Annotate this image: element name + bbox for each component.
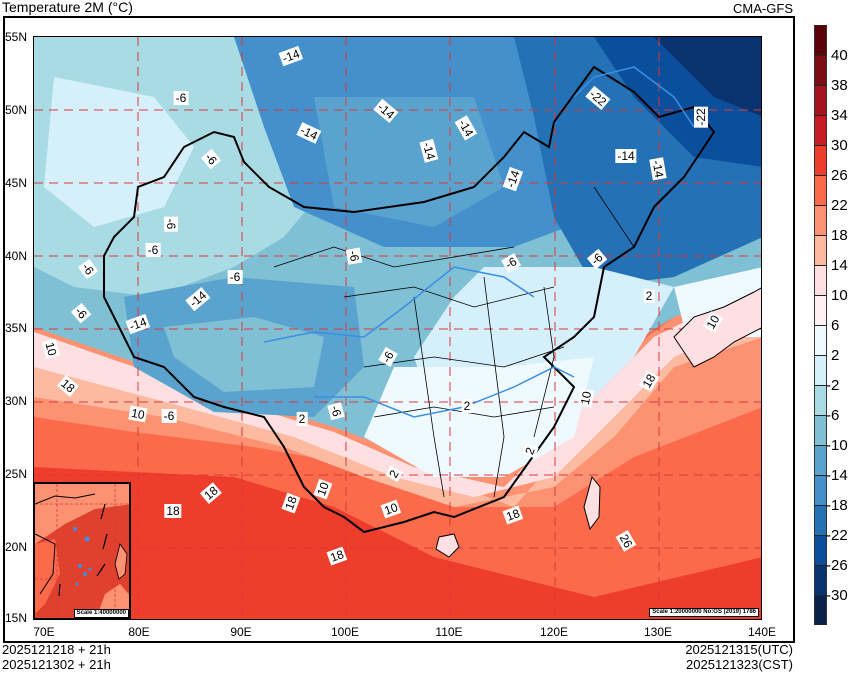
lon-label-70e: 70E <box>33 625 55 639</box>
colorbar-swatch <box>814 25 827 55</box>
colorbar-tick-label: -10 <box>826 437 848 454</box>
colorbar-swatch <box>814 265 827 295</box>
colorbar-swatch <box>814 205 827 235</box>
lon-label-120e: 120E <box>539 625 569 639</box>
lat-label-15n: 15N <box>5 611 28 625</box>
lat-label-35n: 35N <box>5 321 28 335</box>
lat-label-20n: 20N <box>5 540 28 554</box>
contour-label: -6 <box>164 216 178 232</box>
scale-note-main: Scale 1:20000000 No:GS (2019) 1786 <box>649 608 759 617</box>
colorbar-tick-label: 34 <box>831 107 848 124</box>
lat-label-45n: 45N <box>5 176 28 190</box>
colorbar-tick-label: 26 <box>831 167 848 184</box>
valid-time-cst: 2025121323(CST) <box>686 657 793 672</box>
model-name: CMA-GFS <box>733 1 793 16</box>
colorbar-tick-label: 10 <box>831 287 848 304</box>
colorbar-swatch <box>814 175 827 205</box>
colorbar-tick-label: 14 <box>831 257 848 274</box>
contour-label: -6 <box>227 270 243 284</box>
colorbar-swatch <box>814 445 827 475</box>
colorbar-swatch <box>814 385 827 415</box>
lon-label-90e: 90E <box>230 625 252 639</box>
contour-label: -6 <box>173 91 189 105</box>
colorbar-tick-label: 18 <box>831 227 848 244</box>
colorbar-tick-label: -18 <box>826 497 848 514</box>
contour-label: 2 <box>643 289 655 303</box>
colorbar-swatch <box>814 85 827 115</box>
colorbar-swatch <box>814 235 827 265</box>
colorbar-tick-label: -2 <box>826 377 840 394</box>
contour-label: 10 <box>577 388 595 408</box>
init-time-utc: 2025121218 + 21h <box>2 642 111 657</box>
colorbar-tick-label: 38 <box>831 77 848 94</box>
colorbar-swatch <box>814 115 827 145</box>
colorbar-tick-label: 6 <box>831 317 840 334</box>
colorbar-tick-label: -6 <box>826 407 840 424</box>
contour-label: -6 <box>161 409 177 423</box>
colorbar-swatch <box>814 535 827 565</box>
scale-note-inset: Scale 1:40000000 <box>73 609 129 618</box>
colorbar-swatch <box>814 565 827 595</box>
colorbar-swatch <box>814 355 827 385</box>
colorbar-swatch <box>814 415 827 445</box>
colorbar-swatch <box>814 505 827 535</box>
chart-title: Temperature 2M (°C) <box>2 0 133 15</box>
lat-label-55n: 55N <box>5 30 28 44</box>
lon-label-140e: 140E <box>747 625 777 639</box>
contour-label: -6 <box>145 243 161 257</box>
temperature-map: -14 -6 -14 -14 -14 -14 -22 -22 -14 -14 -14 -6 -6 -6 -6… <box>33 36 762 620</box>
lat-label-30n: 30N <box>5 394 28 408</box>
lat-label-40n: 40N <box>5 249 28 263</box>
colorbar-tick-label: -22 <box>826 527 848 544</box>
colorbar-tick-label: -26 <box>826 557 848 574</box>
plot-frame <box>3 16 795 643</box>
south-china-sea-inset: Scale 1:40000000 <box>33 482 131 620</box>
contour-label: 18 <box>164 504 182 518</box>
init-time-cst: 2025121302 + 21h <box>2 657 111 672</box>
contour-label: -6 <box>345 247 363 265</box>
colorbar-swatch <box>814 145 827 175</box>
china-boundary <box>103 65 716 534</box>
contour-label: 10 <box>128 405 148 423</box>
colorbar-swatch <box>814 55 827 85</box>
colorbar-tick-label: -14 <box>826 467 848 484</box>
colorbar-tick-label: 30 <box>831 137 848 154</box>
contour-label: -14 <box>615 149 637 163</box>
colorbar-tick-label: -30 <box>826 587 848 604</box>
contour-label: 2 <box>296 412 308 426</box>
colorbar-tick-label: 22 <box>831 197 848 214</box>
colorbar-swatch <box>814 295 827 325</box>
colorbar <box>814 25 827 625</box>
contour-label: -22 <box>694 106 708 128</box>
valid-time-utc: 2025121315(UTC) <box>685 642 793 657</box>
lon-label-130e: 130E <box>643 625 673 639</box>
colorbar-tick-label: 40 <box>831 47 848 64</box>
lon-label-80e: 80E <box>128 625 150 639</box>
colorbar-swatch <box>814 325 827 355</box>
lat-label-25n: 25N <box>5 467 28 481</box>
colorbar-tick-label: 2 <box>831 347 840 364</box>
lon-label-110e: 110E <box>435 625 463 639</box>
colorbar-swatch <box>814 475 827 505</box>
lat-label-50n: 50N <box>5 103 28 117</box>
grid-lines <box>34 37 761 619</box>
colorbar-swatch <box>814 595 827 625</box>
contour-label: 2 <box>461 399 473 413</box>
lon-label-100e: 100E <box>330 625 360 639</box>
temperature-field <box>34 37 761 619</box>
